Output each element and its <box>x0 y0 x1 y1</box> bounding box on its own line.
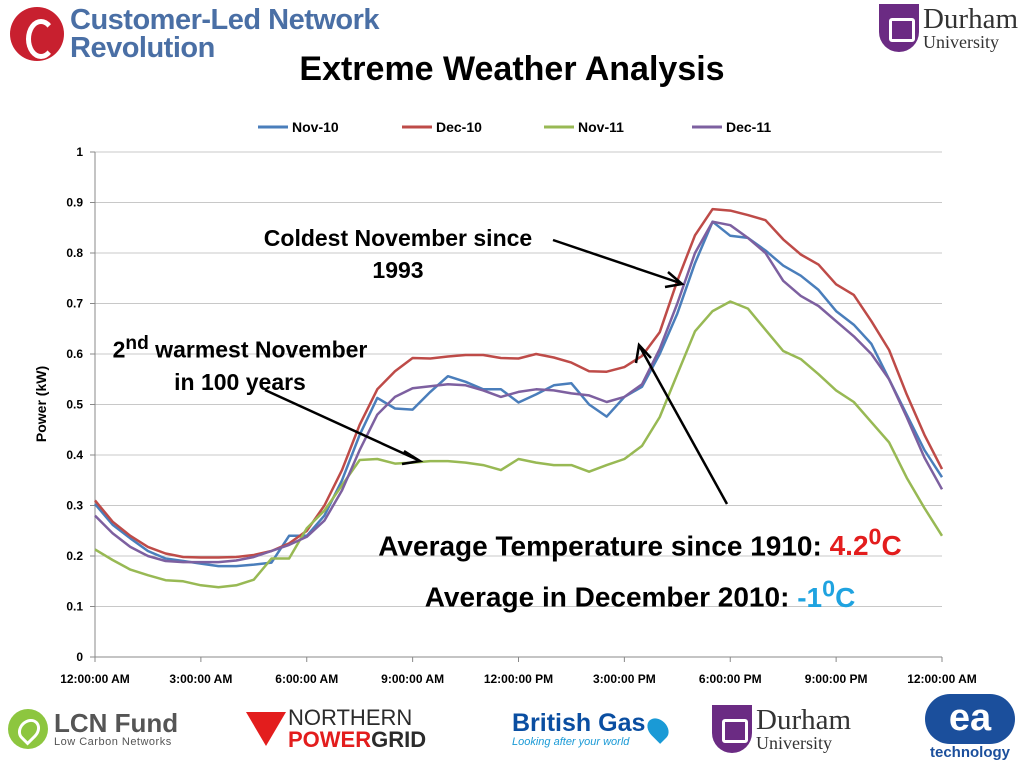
y-tick-label: 0.3 <box>66 499 83 513</box>
lcn-title: LCN Fund <box>54 708 179 738</box>
legend-label: Dec-11 <box>726 119 771 135</box>
x-tick-labels: 12:00:00 AM 3:00:00 AM 6:00:00 AM 9:00:00 A… <box>60 672 977 686</box>
arrow-warm <box>264 388 419 462</box>
x-tick-label: 12:00:00 PM <box>484 672 553 686</box>
y-tick-label: 0.5 <box>66 398 83 412</box>
durham-university: University <box>922 32 999 52</box>
x-tick-label: 12:00:00 AM <box>907 672 977 686</box>
annotation-warmest-november: 2nd warmest November in 100 years <box>90 328 390 398</box>
durham-shield-icon <box>712 705 752 753</box>
y-tick-label: 0.6 <box>66 347 83 361</box>
bg-tagline: Looking after your world <box>512 736 630 748</box>
arrow-coldest <box>552 238 681 285</box>
x-tick-label: 6:00:00 PM <box>699 672 762 686</box>
y-tick-label: 1 <box>76 145 83 159</box>
lcn-leaf-icon <box>8 709 48 749</box>
clnr-line2: Revolution <box>70 32 215 64</box>
npg-line1: NORTHERN <box>288 705 413 730</box>
ea-text: technology <box>929 744 1010 761</box>
series-line-nov-11 <box>94 300 944 589</box>
bg-title: British Gas <box>512 709 646 737</box>
lcn-fund-logo: LCN Fund Low Carbon Networks <box>8 694 178 764</box>
y-axis-title: Power (kW) <box>33 366 49 442</box>
clnr-emblem-icon <box>10 7 64 61</box>
x-tick-label: 9:00:00 PM <box>805 672 868 686</box>
series-line-dec-10 <box>94 207 944 559</box>
chart-legend: Nov-10 Dec-10 Nov-11 Dec-11 <box>258 119 771 135</box>
lcn-subtitle: Low Carbon Networks <box>54 736 172 748</box>
arrow-coldest-head <box>664 271 685 289</box>
coldest-line2: 1993 <box>372 257 424 283</box>
page-title: Extreme Weather Analysis <box>299 50 725 88</box>
y-tick-label: 0.8 <box>66 246 83 260</box>
y-tick-label: 0.9 <box>66 196 83 210</box>
legend-label: Nov-10 <box>292 119 339 135</box>
ea-mark: ea <box>925 694 1015 744</box>
durham-university-footer: University <box>756 733 832 753</box>
y-tick-label: 0.7 <box>66 297 83 311</box>
avg-dec-degree: 0 <box>822 575 836 602</box>
avg-dec-unit: C <box>835 581 856 613</box>
legend-label: Nov-11 <box>578 119 624 135</box>
avg-dec-value: -1 <box>797 581 823 613</box>
northern-powergrid-logo: NORTHERN POWERGRID <box>246 694 426 764</box>
npg-power: POWER <box>288 727 372 752</box>
annotation-arrows <box>264 238 729 505</box>
x-tick-label: 12:00:00 AM <box>60 672 130 686</box>
avg-since-degree: 0 <box>868 524 882 550</box>
coldest-line1: Coldest November since <box>263 225 533 251</box>
y-tick-label: 0.1 <box>66 600 83 614</box>
series-lines <box>94 207 944 589</box>
annotation-temperature: Average Temperature since 1910: 4.20C Av… <box>350 516 930 619</box>
x-tick-label: 3:00:00 AM <box>169 672 232 686</box>
avg-dec-label: Average in December 2010: <box>424 581 798 613</box>
annotation-coldest-november: Coldest November since 1993 <box>250 222 546 286</box>
npg-triangle-icon <box>246 712 286 746</box>
warm-ordinal: 2 <box>112 336 126 363</box>
legend-label: Dec-10 <box>436 119 482 135</box>
arrow-temp-head <box>634 342 652 364</box>
durham-name: Durham <box>922 3 1018 35</box>
warm-ordinal-suffix: nd <box>125 333 149 354</box>
y-tick-label: 0.4 <box>66 448 83 462</box>
x-tick-label: 6:00:00 AM <box>275 672 338 686</box>
y-tick-labels: 0 0.1 0.2 0.3 0.4 0.5 0.6 0.7 0.8 0.9 1 <box>66 145 83 664</box>
durham-logo-top: Durham University <box>878 3 1018 52</box>
durham-name-footer: Durham <box>756 704 852 736</box>
clnr-wordmark: Customer-Led Network Revolution <box>70 4 380 64</box>
arrow-temp <box>638 346 729 505</box>
warm-line1: warmest November <box>148 336 368 363</box>
avg-since-unit: C <box>881 530 902 562</box>
y-tick-label: 0 <box>76 650 83 664</box>
series-line-dec-11 <box>94 220 944 564</box>
clnr-logo: Customer-Led Network Revolution <box>10 4 380 64</box>
x-tick-label: 9:00:00 AM <box>381 672 444 686</box>
npg-grid: GRID <box>371 727 427 752</box>
arrow-warm-head <box>401 449 424 466</box>
series-line-nov-10 <box>94 220 944 568</box>
durham-logo-bottom: Durham University <box>712 694 851 764</box>
avg-since-value: 4.2 <box>829 530 869 562</box>
chart-axes <box>90 151 943 662</box>
x-tick-label: 3:00:00 PM <box>593 672 656 686</box>
british-gas-logo: British Gas Looking after your world <box>512 694 674 764</box>
clnr-line1: Customer-Led Network <box>70 4 380 36</box>
ea-technology-logo: ea technology <box>920 694 1020 764</box>
warm-line2: in 100 years <box>174 368 306 395</box>
y-tick-label: 0.2 <box>66 549 83 563</box>
avg-since-label: Average Temperature since 1910: <box>378 530 830 562</box>
durham-shield-icon <box>878 4 919 52</box>
